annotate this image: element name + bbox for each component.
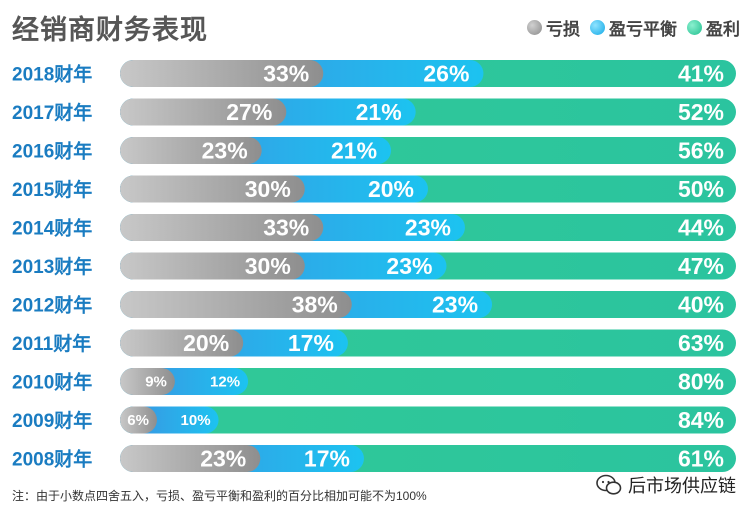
category-label: 2016财年 (12, 140, 92, 163)
value-label-profit: 80% (678, 369, 724, 395)
category-label: 2015财年 (12, 178, 92, 201)
value-label-loss: 6% (127, 412, 149, 429)
category-label: 2013财年 (12, 255, 92, 278)
legend-label-profit: 盈利 (706, 19, 740, 39)
value-label-profit: 50% (678, 176, 724, 202)
value-label-profit: 40% (678, 292, 724, 318)
bar-row: 2011财年 20% 17% 63% (12, 329, 736, 357)
value-label-loss: 30% (245, 176, 291, 202)
value-label-profit: 61% (678, 446, 724, 472)
value-label-breakeven: 23% (405, 215, 451, 241)
bar-row: 2008财年 23% 17% 61% (12, 445, 736, 472)
legend-label-loss: 亏损 (546, 19, 580, 39)
category-label: 2017财年 (12, 101, 92, 124)
stacked-bar-chart: 2018财年 33% 26% 41%2017财年 27% 21% 52%2016财年 23% 2… (12, 60, 736, 472)
value-label-breakeven: 17% (304, 446, 350, 472)
value-label-breakeven: 23% (386, 253, 432, 279)
legend-dot-breakeven (590, 19, 605, 35)
bar-segment-profit (120, 368, 736, 395)
value-label-breakeven: 10% (181, 412, 211, 429)
value-label-breakeven: 23% (432, 292, 478, 318)
category-label: 2009财年 (12, 409, 92, 432)
legend-item-profit: 盈利 (687, 15, 740, 40)
value-label-profit: 41% (678, 61, 724, 87)
bar-segment-loss (120, 252, 305, 280)
footnote: 注：由于小数点四舍五入，亏损、盈亏平衡和盈利的百分比相加可能不为100% (12, 489, 427, 503)
legend-dot-profit (687, 19, 702, 35)
watermark: 后市场供应链 (596, 470, 736, 500)
category-label: 2010财年 (12, 371, 92, 394)
value-label-breakeven: 26% (423, 61, 469, 87)
value-label-profit: 52% (678, 99, 724, 125)
watermark-text: 后市场供应链 (628, 476, 736, 496)
bar-segment-loss (120, 445, 261, 472)
value-label-loss: 30% (245, 253, 291, 279)
bar-segment-profit (120, 406, 736, 434)
value-label-profit: 84% (678, 407, 724, 433)
category-label: 2012财年 (12, 294, 92, 317)
value-label-loss: 33% (263, 215, 309, 241)
value-label-breakeven: 21% (331, 138, 377, 164)
bar-row: 2009财年 6% 10% 84% (12, 406, 736, 434)
bar-row: 2018财年 33% 26% 41% (12, 60, 736, 87)
legend-label-breakeven: 盈亏平衡 (609, 19, 677, 39)
bar-row: 2013财年 30% 23% 47% (12, 252, 736, 280)
category-label: 2018财年 (12, 63, 92, 86)
legend-dot-loss (527, 19, 542, 35)
bar-row: 2012财年 38% 23% 40% (12, 291, 736, 318)
value-label-loss: 33% (263, 61, 309, 87)
bar-segment-loss (120, 214, 324, 241)
bar-row: 2017财年 27% 21% 52% (12, 98, 736, 126)
bar-segment-loss (120, 291, 352, 318)
value-label-loss: 38% (292, 292, 338, 318)
value-label-breakeven: 12% (210, 374, 240, 391)
value-label-profit: 63% (678, 330, 724, 356)
bar-segment-loss (120, 329, 244, 357)
legend-item-loss: 亏损 (527, 15, 580, 40)
category-label: 2014财年 (12, 217, 92, 240)
chart-title: 经销商财务表现 (12, 15, 208, 45)
value-label-loss: 23% (200, 446, 246, 472)
bar-segment-loss (120, 98, 287, 126)
bar-segment-loss (120, 368, 175, 395)
bar-segment-loss (120, 137, 262, 164)
value-label-loss: 27% (226, 99, 272, 125)
value-label-loss: 20% (183, 330, 229, 356)
bar-row: 2010财年 9% 12% 80% (12, 368, 736, 395)
value-label-breakeven: 21% (356, 99, 402, 125)
value-label-profit: 56% (678, 138, 724, 164)
legend: 亏损 盈亏平衡 盈利 (527, 14, 740, 40)
bar-row: 2016财年 23% 21% 56% (12, 137, 736, 164)
value-label-loss: 23% (202, 138, 248, 164)
bar-segment-loss (120, 175, 305, 203)
value-label-breakeven: 20% (368, 176, 414, 202)
value-label-breakeven: 17% (288, 330, 334, 356)
value-label-profit: 44% (678, 215, 724, 241)
wechat-icon (596, 474, 622, 495)
value-label-loss: 9% (145, 374, 167, 391)
bar-segment-loss (120, 60, 324, 87)
bar-segment-loss (120, 406, 157, 434)
bar-row: 2014财年 33% 23% 44% (12, 214, 736, 241)
value-label-profit: 47% (678, 253, 724, 279)
bar-row: 2015财年 30% 20% 50% (12, 175, 736, 203)
category-label: 2011财年 (12, 332, 91, 355)
legend-item-breakeven: 盈亏平衡 (590, 15, 677, 40)
category-label: 2008财年 (12, 448, 92, 471)
